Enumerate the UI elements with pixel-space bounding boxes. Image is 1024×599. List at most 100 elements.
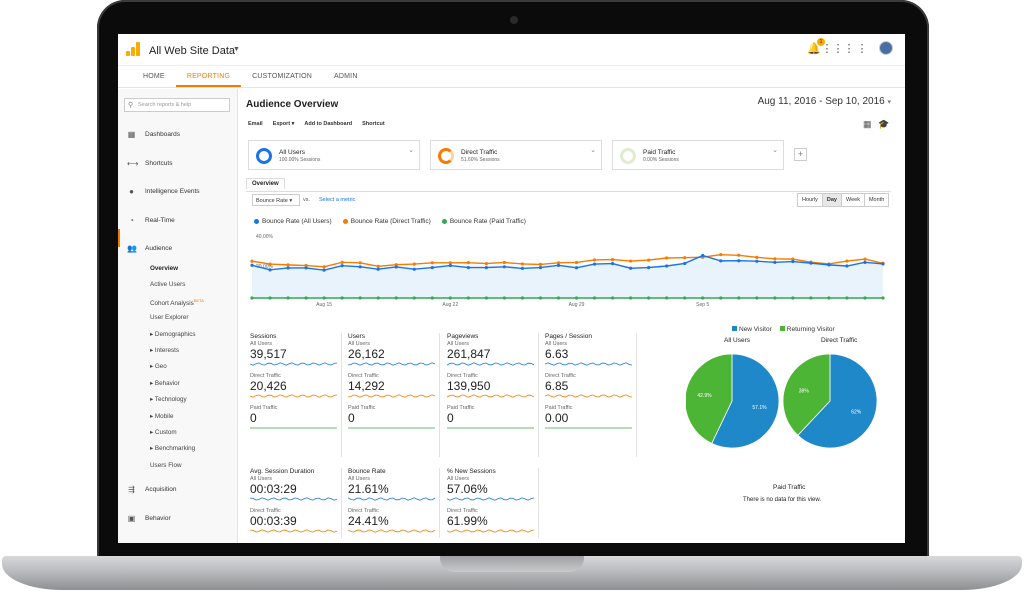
line-chart[interactable]: 40.00% 20.00% Aug 15 Aug 22 Aug 29 Sep 5	[246, 228, 891, 318]
sidebar-subitem[interactable]: ▸ Custom	[150, 429, 177, 436]
add-segment-button[interactable]: +	[794, 148, 807, 161]
sidebar-item-dashboards[interactable]: ▦ Dashboards	[127, 130, 180, 139]
search-input[interactable]: ⚲ Search reports & help	[124, 98, 230, 112]
tab-home[interactable]: HOME	[143, 73, 165, 80]
tab-overview[interactable]: Overview	[246, 178, 285, 189]
caret-down-icon[interactable]: ▼	[233, 46, 240, 53]
data-point	[791, 257, 795, 261]
data-point	[466, 266, 470, 270]
qr-icon[interactable]: ▦	[863, 119, 872, 129]
period-hourly[interactable]: Hourly	[797, 193, 823, 207]
tab-customization[interactable]: CUSTOMIZATION	[252, 73, 313, 80]
sidebar-subitem[interactable]: Users Flow	[150, 462, 182, 469]
bell-icon[interactable]: 🔔 1	[807, 38, 825, 55]
legend-item[interactable]: Bounce Rate (Direct Traffic)	[342, 218, 431, 225]
chevron-down-icon[interactable]: ⌄	[590, 147, 596, 154]
apps-grid-icon[interactable]: ⋮⋮⋮	[821, 42, 855, 55]
data-point	[683, 296, 687, 300]
segment-name: All Users	[279, 149, 306, 156]
sidebar-subitem[interactable]: Overview	[150, 265, 178, 272]
sidebar-item-acquisition[interactable]: ⇶ Acquisition	[127, 485, 176, 494]
avatar[interactable]	[879, 41, 893, 55]
segment-ring-icon	[256, 148, 272, 164]
scorecard-segment: Direct Traffic	[250, 373, 281, 379]
divider	[538, 468, 539, 538]
sparkline	[249, 529, 338, 533]
sidebar-item-intelligence-events[interactable]: ● Intelligence Events	[127, 187, 199, 196]
tab-admin[interactable]: ADMIN	[334, 73, 358, 80]
clock-icon: ◔	[129, 216, 134, 225]
series-line	[251, 254, 884, 271]
sidebar-subitem[interactable]: ▸ Geo	[150, 363, 167, 370]
sidebar-subitem[interactable]: Active Users	[150, 281, 185, 288]
scorecard-title: Users	[348, 333, 365, 340]
select-metric-link[interactable]: Select a metric	[319, 197, 356, 203]
data-point	[592, 296, 597, 300]
sidebar-subitem[interactable]: ▸ Mobile	[150, 413, 173, 420]
chevron-down-icon[interactable]: ⌄	[408, 147, 414, 154]
search-placeholder: Search reports & help	[138, 102, 192, 108]
date-range-picker[interactable]: Aug 11, 2016 - Sep 10, 2016 ▾	[758, 96, 891, 107]
scorecard: Avg. Session Duration All Users 00:03:29 Di…	[249, 468, 342, 543]
y-tick-label: 20.00%	[256, 264, 274, 270]
report-actions: Email Export ▾ Add to Dashboard Shortcut	[248, 121, 385, 127]
segment-paid-traffic[interactable]: Paid Traffic 0.00% Sessions ⌄	[612, 140, 784, 170]
graduation-cap-icon[interactable]: 🎓	[878, 119, 890, 129]
sidebar-subitem[interactable]: ▸ Benchmarking	[150, 445, 195, 452]
sidebar-subitem[interactable]: ▸ Demographics	[150, 331, 196, 338]
scorecard-segment: Paid Traffic	[348, 405, 376, 411]
behavior-icon: ▣	[127, 514, 136, 523]
sidebar-subitem[interactable]: User Explorer	[150, 314, 189, 321]
sidebar-subitem[interactable]: ▸ Technology	[150, 396, 187, 403]
legend-item[interactable]: Bounce Rate (All Users)	[254, 218, 332, 225]
data-point	[845, 264, 849, 268]
scorecard-segment: All Users	[250, 476, 273, 482]
scorecard-value: 14,292	[348, 379, 385, 393]
sidebar-item-real-time[interactable]: ◔ Real-Time	[127, 216, 175, 225]
sidebar-subitem-label: ▸ Benchmarking	[150, 445, 196, 453]
acquisition-icon: ⇶	[128, 485, 135, 494]
export-button[interactable]: Export ▾	[272, 121, 295, 127]
add-to-dashboard-button[interactable]: Add to Dashboard	[304, 121, 353, 127]
sidebar-item-shortcuts[interactable]: ⟷ Shortcuts	[127, 159, 172, 168]
sparkline	[545, 427, 632, 429]
divider	[341, 468, 342, 538]
segment-all-users[interactable]: All Users 100.00% Sessions ⌄	[248, 140, 420, 170]
metric-select[interactable]: Bounce Rate ▾	[252, 194, 300, 206]
sparkline	[446, 394, 535, 398]
sidebar-item-behavior[interactable]: ▣ Behavior	[127, 514, 171, 523]
no-data-message: There is no data for this view.	[743, 497, 822, 503]
segment-direct-traffic[interactable]: Direct Traffic 51.60% Sessions ⌄	[430, 140, 602, 170]
data-point	[791, 296, 795, 300]
period-month[interactable]: Month	[863, 193, 890, 207]
email-button[interactable]: Email	[248, 121, 263, 127]
property-selector[interactable]: All Web Site Data	[149, 45, 236, 57]
data-point	[610, 296, 615, 300]
period-week[interactable]: Week	[841, 193, 865, 207]
sidebar-subitem[interactable]: ▸ Interests	[150, 347, 179, 354]
scorecard: Pages / Session All Users 6.63 Direct Traff…	[544, 333, 637, 457]
divider	[538, 333, 539, 457]
data-point	[250, 263, 254, 267]
sidebar-item-audience[interactable]: 👥 Audience	[127, 244, 172, 253]
legend-item[interactable]: Bounce Rate (Paid Traffic)	[441, 218, 526, 225]
series-area	[252, 255, 883, 298]
sparkline	[348, 427, 435, 429]
scorecard-value: 0	[250, 411, 257, 425]
y-tick-label: 40.00%	[256, 234, 274, 240]
shortcut-button[interactable]: Shortcut	[362, 121, 385, 127]
sparkline	[250, 427, 337, 429]
data-point	[484, 266, 488, 270]
sidebar-subitem[interactable]: ▸ Behavior	[150, 380, 180, 387]
data-point	[286, 266, 290, 270]
period-day[interactable]: Day	[821, 193, 842, 207]
data-point	[340, 260, 344, 264]
tab-reporting[interactable]: REPORTING	[175, 66, 242, 87]
pie-legend: New Visitor Returning Visitor	[732, 326, 835, 333]
analytics-logo-icon[interactable]	[126, 42, 142, 56]
data-point	[448, 263, 452, 268]
more-vert-icon[interactable]: ⋮	[856, 42, 868, 55]
sidebar-subitem[interactable]: Cohort AnalysisBETA	[150, 298, 204, 307]
chevron-down-icon[interactable]: ⌄	[772, 147, 778, 154]
scorecard-title: Sessions	[250, 333, 277, 340]
